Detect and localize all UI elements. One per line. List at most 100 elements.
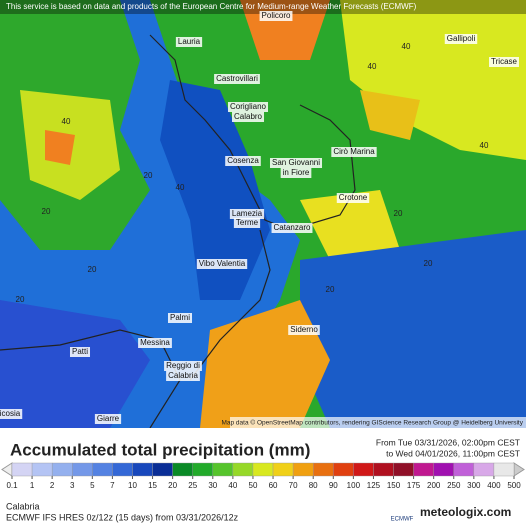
scale-label: 5 bbox=[90, 481, 95, 490]
contour-label: 40 bbox=[480, 141, 489, 150]
place-label: San Giovanni bbox=[272, 158, 320, 167]
scale-label: 10 bbox=[128, 481, 137, 490]
date-to: to Wed 04/01/2026, 11:00pm CEST bbox=[386, 448, 520, 458]
place-label-bg bbox=[280, 168, 312, 178]
scale-swatch bbox=[433, 462, 454, 477]
place-label: Vibo Valentia bbox=[199, 259, 246, 268]
place-label: Policoro bbox=[262, 11, 291, 20]
place-label-bg bbox=[331, 147, 377, 157]
contour-label: 40 bbox=[368, 62, 377, 71]
place-label: Palmi bbox=[170, 313, 190, 322]
scale-swatch bbox=[92, 462, 113, 477]
place-label-bg bbox=[166, 371, 200, 381]
contour-label: 20 bbox=[16, 295, 25, 304]
scale-label: 30 bbox=[208, 481, 217, 490]
contour-label: 20 bbox=[42, 207, 51, 216]
scale-label: 0.1 bbox=[6, 481, 18, 490]
map: This service is based on data and produc… bbox=[0, 0, 526, 429]
contour-label: 20 bbox=[394, 209, 403, 218]
scale-label: 40 bbox=[228, 481, 237, 490]
place-label: in Fiore bbox=[283, 168, 310, 177]
place-label-bg bbox=[225, 156, 261, 166]
place-label: Terme bbox=[236, 218, 259, 227]
scale-swatch bbox=[232, 462, 254, 477]
scale-swatch bbox=[11, 462, 33, 477]
scale-label: 150 bbox=[387, 481, 401, 490]
scale-label: 200 bbox=[427, 481, 441, 490]
scale-swatch bbox=[313, 462, 334, 477]
place-label-bg bbox=[336, 193, 370, 203]
place-label-bg bbox=[0, 409, 23, 419]
scale-swatch bbox=[272, 462, 294, 477]
scale-label: 90 bbox=[329, 481, 338, 490]
place-label-bg bbox=[164, 361, 202, 371]
scale-swatch bbox=[373, 462, 394, 477]
scale-swatch bbox=[353, 462, 374, 477]
place-label: Lamezia bbox=[232, 209, 263, 218]
ecmwf-logo: ECMWF bbox=[391, 517, 414, 523]
place-label-bg bbox=[444, 34, 478, 44]
place-label: Calabria bbox=[168, 371, 198, 380]
contour-label: 20 bbox=[424, 259, 433, 268]
place-label: Reggio di bbox=[166, 361, 200, 370]
scale-swatch bbox=[453, 462, 475, 477]
place-label-bg bbox=[196, 259, 248, 269]
scale-swatch bbox=[152, 462, 173, 477]
scale-swatch bbox=[473, 462, 495, 477]
place-label: Siderno bbox=[290, 325, 318, 334]
place-label: Catanzaro bbox=[274, 223, 311, 232]
place-label: Gallipoli bbox=[447, 34, 476, 43]
scale-swatch bbox=[413, 462, 434, 477]
scale-label: 2 bbox=[50, 481, 55, 490]
place-label-bg bbox=[269, 158, 323, 168]
notice: This service is based on data and produc… bbox=[6, 2, 417, 11]
contour-label: 20 bbox=[326, 285, 335, 294]
scale-label: 300 bbox=[467, 481, 481, 490]
place-label-bg bbox=[233, 218, 261, 228]
place-label: Castrovillari bbox=[216, 74, 258, 83]
place-label: Calabro bbox=[234, 112, 263, 121]
place-label: Patti bbox=[72, 347, 88, 356]
place-label-bg bbox=[288, 325, 320, 335]
place-label: Giarre bbox=[97, 414, 120, 423]
scale-swatch bbox=[292, 462, 314, 477]
scale-swatch bbox=[112, 462, 133, 477]
place-label-bg bbox=[175, 37, 203, 47]
scale-swatch bbox=[212, 462, 234, 477]
place-label-bg bbox=[69, 347, 91, 357]
place-label: Corigliano bbox=[230, 102, 267, 111]
place-label: Crotone bbox=[339, 193, 368, 202]
contour-label: 40 bbox=[62, 117, 71, 126]
scale-swatch bbox=[132, 462, 153, 477]
site-logo: meteologix.com bbox=[420, 505, 511, 519]
scale-label: 1 bbox=[30, 481, 35, 490]
scale-label: 125 bbox=[367, 481, 381, 490]
contour-label: 40 bbox=[402, 42, 411, 51]
place-label: icosia bbox=[0, 409, 21, 418]
place-label-bg bbox=[214, 74, 260, 84]
scale-label: 400 bbox=[487, 481, 501, 490]
date-from: From Tue 03/31/2026, 02:00pm CEST bbox=[376, 437, 520, 447]
place-label-bg bbox=[167, 313, 193, 323]
scale-label: 175 bbox=[407, 481, 421, 490]
scale-swatch bbox=[51, 462, 73, 477]
scale-swatch bbox=[172, 462, 193, 477]
attribution: Map data © OpenStreetMap contributors, r… bbox=[221, 419, 523, 427]
place-label-bg bbox=[229, 209, 265, 219]
place-label-bg bbox=[259, 11, 293, 21]
scale-label: 20 bbox=[168, 481, 177, 490]
scale-label: 60 bbox=[269, 481, 278, 490]
scale-swatch bbox=[192, 462, 214, 477]
region: Calabria bbox=[6, 501, 40, 511]
place-label-bg bbox=[227, 102, 269, 112]
legend-title: Accumulated total precipitation (mm) bbox=[10, 440, 310, 459]
scale-swatch bbox=[493, 462, 515, 477]
legend-panel bbox=[0, 428, 526, 526]
scale-label: 3 bbox=[70, 481, 75, 490]
place-label: Lauria bbox=[178, 37, 201, 46]
scale-label: 500 bbox=[507, 481, 521, 490]
scale-swatch bbox=[72, 462, 93, 477]
scale-label: 7 bbox=[110, 481, 115, 490]
place-label-bg bbox=[231, 112, 265, 122]
